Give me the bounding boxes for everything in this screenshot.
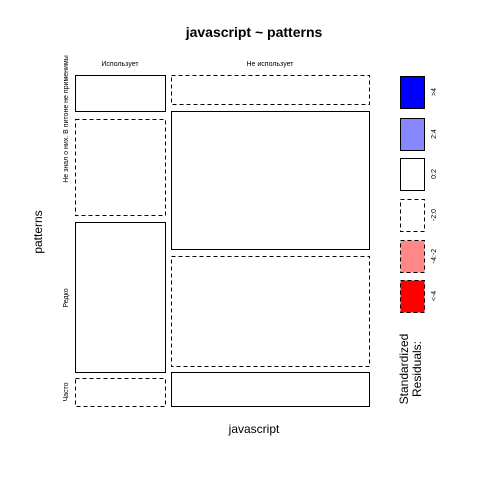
legend-swatch-3 <box>400 199 425 232</box>
legend-label-0: >4 <box>431 88 438 96</box>
legend-title-line2: Residuals: <box>410 341 424 397</box>
x-category-label-ispolzuet: Использует <box>101 61 139 68</box>
legend-swatch-4 <box>400 240 425 273</box>
legend-title-line1: Standardized <box>397 334 411 405</box>
y-axis-label: patterns <box>31 210 45 253</box>
legend-label-4: -4:-2 <box>431 249 438 264</box>
mosaic-tile-ispolzuet-2 <box>75 222 166 373</box>
mosaic-cells <box>75 75 370 407</box>
x-axis-label: javascript <box>228 422 280 436</box>
legend-label-5: <-4 <box>431 291 438 301</box>
mosaic-tile-ispolzuet-0 <box>75 75 166 112</box>
legend-label-2: 0:2 <box>431 169 438 179</box>
legend-label-3: -2:0 <box>431 209 438 221</box>
legend-swatch-2 <box>400 158 425 191</box>
residuals-legend: >4 2:4 0:2 -2:0 -4:-2 <-4 <box>400 76 438 313</box>
mosaic-tile-ne-ispolzuet-1 <box>171 111 370 250</box>
legend-swatch-1 <box>400 118 425 151</box>
x-category-label-ne-ispolzuet: Не использует <box>247 61 295 68</box>
legend-swatch-0 <box>400 76 425 109</box>
legend-swatch-5 <box>400 280 425 313</box>
y-category-label-redko: Редко <box>63 288 70 307</box>
mosaic-tile-ne-ispolzuet-3 <box>171 372 370 407</box>
mosaic-tile-ne-ispolzuet-2 <box>171 256 370 367</box>
mosaic-tile-ne-ispolzuet-0 <box>171 75 370 105</box>
legend-label-1: 2:4 <box>431 129 438 139</box>
chart-title: javascript ~ patterns <box>185 24 323 40</box>
y-category-label-chasto: Часто <box>63 382 70 401</box>
mosaic-tile-ispolzuet-1 <box>75 119 166 216</box>
mosaic-tile-ispolzuet-3 <box>75 378 166 407</box>
y-category-label-ne-znal: Не знал о них. В питоне не применимы <box>63 55 70 183</box>
